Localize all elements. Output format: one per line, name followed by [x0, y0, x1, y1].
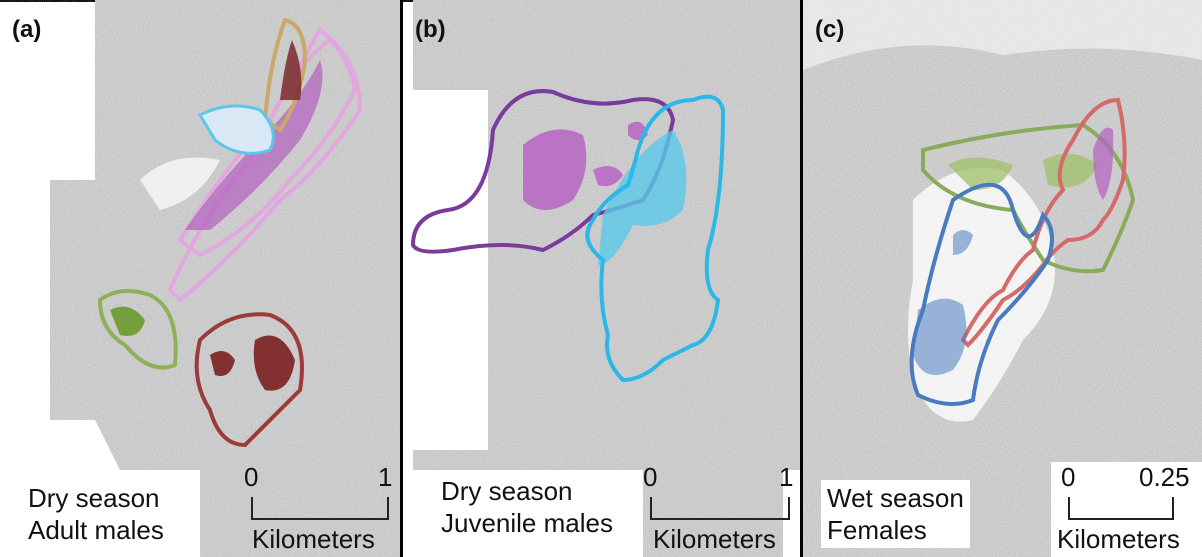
divider: [800, 0, 803, 557]
scale-unit: Kilometers: [252, 524, 375, 554]
caption-line-2: Adult males: [28, 515, 164, 545]
scale-max: 1: [378, 462, 393, 492]
dark-red-range: [194, 312, 304, 448]
panel-a: (a) Dry season Adult males 0 1 Kilometer…: [0, 0, 400, 557]
dark-red-core-2: [253, 335, 295, 391]
magenta-core: [185, 60, 323, 230]
map-a: [0, 0, 400, 557]
panel-c: (c) Wet season Females 0 0.25 Kilometers: [803, 0, 1202, 557]
magenta-core-1: [523, 129, 587, 210]
caption-line-2: Females: [827, 515, 927, 545]
cyan-core: [598, 130, 687, 265]
brown-core: [280, 40, 302, 100]
olive-range: [921, 122, 1136, 274]
green-core: [110, 306, 145, 336]
scale-min: 0: [1061, 462, 1076, 492]
scale-min: 0: [244, 462, 259, 492]
olive-core-2: [1043, 153, 1098, 188]
caption-line-1: Wet season: [827, 483, 964, 513]
scale-unit: Kilometers: [1057, 524, 1180, 554]
panel-label: (b): [415, 16, 446, 43]
magenta-core: [1093, 127, 1114, 200]
green-range: [97, 289, 178, 370]
divider: [400, 0, 403, 557]
olive-core-1: [948, 157, 1013, 190]
caption-line-1: Dry season: [28, 483, 160, 513]
purple-range: [410, 89, 676, 254]
caption-line-1: Dry season: [441, 476, 573, 506]
tan-home-range: [262, 17, 308, 133]
light-blue-range: [197, 104, 275, 155]
dark-red-core-1: [210, 351, 235, 376]
blue-core-1: [913, 298, 967, 375]
scale-max: 1: [779, 462, 794, 492]
scale-max: 0.25: [1139, 462, 1190, 492]
scale-bar: 0 0.25 Kilometers: [1051, 462, 1202, 557]
panel-b: (b) Dry season Juvenile males 0 1 Kilome…: [403, 0, 800, 557]
caption: Dry season Juvenile males: [441, 475, 613, 539]
caption-line-2: Juvenile males: [441, 508, 613, 538]
scale-bar: 0 1 Kilometers: [641, 462, 800, 557]
panel-label: (a): [12, 16, 42, 43]
scale-min: 0: [643, 462, 658, 492]
blue-core-2: [953, 230, 973, 255]
magenta-core-2: [593, 166, 623, 187]
panel-label: (c): [815, 16, 845, 43]
map-b: [403, 0, 800, 557]
river-white: [140, 157, 220, 210]
scale-bar: 0 1 Kilometers: [240, 462, 400, 557]
scale-unit: Kilometers: [653, 524, 776, 554]
caption: Wet season Females: [821, 480, 970, 548]
cyan-range: [585, 94, 726, 383]
caption: Dry season Adult males: [28, 482, 164, 546]
